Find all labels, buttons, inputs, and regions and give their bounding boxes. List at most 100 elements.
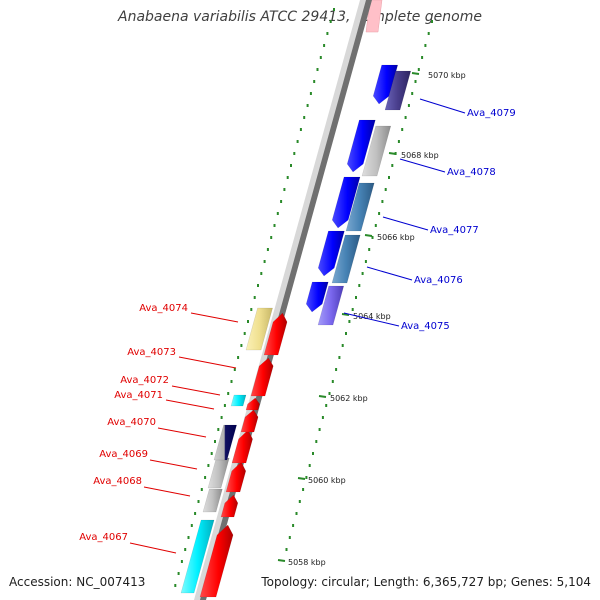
guide-dot: [237, 356, 240, 359]
scale-tick: [388, 152, 397, 155]
guide-dot: [323, 44, 326, 47]
guide-dot: [290, 164, 292, 167]
guide-dot: [388, 176, 390, 179]
guide-dot: [351, 308, 354, 311]
guide-dot: [368, 248, 371, 251]
guide-dot: [381, 200, 384, 203]
outer-tick-dots: [285, 20, 433, 551]
scale-label: 5058 kbp: [288, 558, 326, 567]
guide-dot: [321, 416, 324, 419]
guide-dot: [312, 452, 314, 455]
guide-dot: [270, 236, 273, 239]
gene-label[interactable]: Ava_4069: [99, 449, 148, 460]
gene-label[interactable]: Ava_4072: [120, 375, 169, 386]
genes-layer: [180, 64, 412, 598]
gene-leader-line: [419, 98, 466, 114]
guide-dot: [240, 344, 243, 347]
guide-dot: [283, 188, 286, 191]
guide-dot: [230, 380, 233, 383]
guide-dot: [361, 272, 364, 275]
guide-dot: [338, 356, 341, 359]
guide-dot: [263, 260, 266, 263]
scale-tick: [297, 477, 306, 480]
guide-dot: [421, 56, 424, 59]
gene-arrow: [240, 409, 259, 433]
scale-label: 5060 kbp: [308, 476, 346, 485]
guide-dot: [260, 272, 263, 275]
guide-dot: [197, 500, 200, 503]
gene-arrow: [220, 494, 239, 518]
gene-arrow: [230, 394, 247, 407]
guide-dot: [174, 584, 177, 587]
gene-fragment-top: [365, 0, 383, 33]
guide-dot: [407, 104, 410, 107]
gene-leader-line: [343, 312, 400, 327]
gene-label[interactable]: Ava_4075: [401, 321, 450, 332]
guide-dot: [180, 560, 183, 563]
guide-dot: [200, 488, 203, 491]
gene-label[interactable]: Ava_4076: [414, 275, 463, 286]
guide-dot: [243, 332, 246, 335]
gene-label[interactable]: Ava_4067: [79, 532, 128, 543]
gene-label[interactable]: Ava_4078: [447, 167, 496, 178]
gene-arrow: [213, 424, 237, 461]
gene-label[interactable]: Ava_4068: [93, 476, 142, 487]
gene-arrow: [202, 488, 223, 513]
guide-dot: [296, 140, 299, 143]
gene-arrow: [331, 234, 361, 284]
scale-label: 5062 kbp: [330, 394, 368, 403]
guide-dot: [273, 224, 276, 227]
gene-arrow: [317, 230, 345, 277]
guide-dot: [233, 368, 236, 371]
guide-dot: [223, 404, 226, 407]
guide-dot: [250, 308, 253, 311]
guide-dot: [358, 284, 361, 287]
gene-arrow: [225, 461, 247, 493]
gene-arrow: [331, 176, 361, 229]
scale-tick: [341, 313, 350, 316]
guide-dot: [345, 332, 347, 335]
gene-label[interactable]: Ava_4073: [127, 347, 176, 358]
genome-summary-text: Topology: circular; Length: 6,365,727 bp…: [261, 575, 591, 589]
gene-arrow: [263, 312, 288, 356]
gene-arrow: [245, 307, 273, 351]
gene-leader-line: [157, 427, 207, 438]
gene-label[interactable]: Ava_4079: [467, 108, 516, 119]
guide-dot: [424, 44, 427, 47]
guide-dot: [292, 524, 295, 527]
guide-dot: [431, 20, 433, 23]
guide-dot: [303, 116, 306, 119]
scale-ticks: 5058 kbp 5060 kbp 5062 kbp 5064 kbp 5066 kbp…: [277, 71, 466, 567]
guide-dot: [401, 128, 404, 131]
guide-dot: [288, 536, 291, 539]
gene-arrow: [180, 519, 215, 594]
gene-label[interactable]: Ava_4074: [139, 303, 188, 314]
guide-dot: [326, 32, 329, 35]
gene-label[interactable]: Ava_4070: [107, 417, 156, 428]
guide-dot: [285, 548, 288, 551]
scale-label: 5068 kbp: [401, 151, 439, 160]
scale-tick: [318, 395, 327, 398]
guide-dot: [341, 344, 344, 347]
scale-tick: [411, 72, 420, 75]
guide-dot: [266, 248, 269, 251]
guide-dot: [298, 500, 301, 503]
gene-leader-line: [366, 266, 413, 281]
guide-dot: [247, 320, 249, 323]
guide-dot: [306, 104, 309, 107]
guide-dot: [378, 212, 381, 215]
guide-dot: [194, 512, 197, 515]
guide-dot: [313, 80, 316, 83]
guide-dot: [328, 392, 331, 395]
scale-label: 5064 kbp: [353, 312, 391, 321]
gene-leader-line: [382, 216, 429, 231]
guide-dot: [187, 536, 190, 539]
gene-leader-line: [178, 356, 237, 369]
guide-dot: [302, 488, 305, 491]
gene-label[interactable]: Ava_4077: [430, 225, 479, 236]
gene-label[interactable]: Ava_4071: [114, 390, 163, 401]
gene-arrow: [231, 429, 253, 464]
guide-dot: [295, 512, 298, 515]
